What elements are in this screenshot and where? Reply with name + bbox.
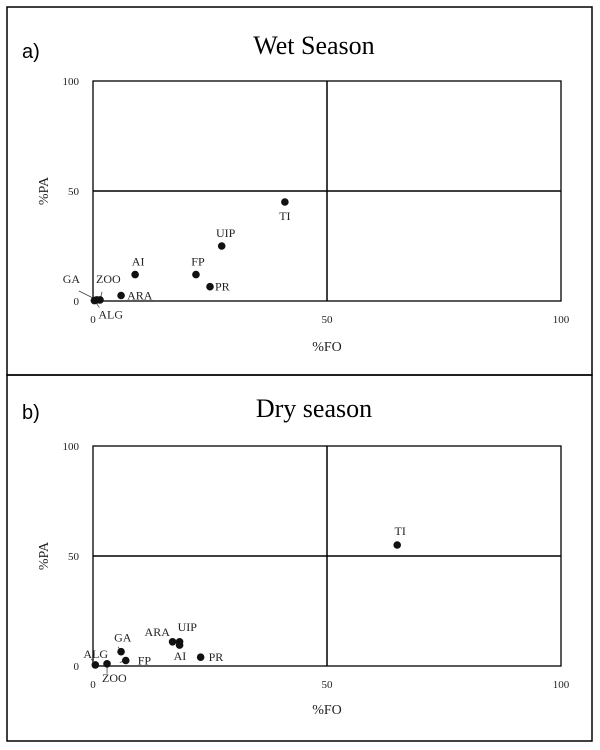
panel-b-letter: b) [22,402,40,424]
panel-b-point-pr [196,653,205,661]
panel-b-point-label-ti: TI [395,524,406,538]
panel-a-point-zoo [96,296,104,304]
panel-b-point-label-fp: FP [138,654,152,668]
panel-a-y-tick-0: 0 [74,296,80,308]
panel-a-x-axis-title: %FO [312,340,342,355]
panel-b-x-axis-title: %FO [312,703,342,718]
panel-a-point-fp [192,270,200,279]
panel-a-y-tick-100: 100 [63,76,80,88]
panel-b-x-tick-50: 50 [322,679,334,691]
panel-b-point-ara [168,638,177,646]
panel-a-x-tick-50: 50 [322,314,334,326]
panel-a-point-pr [206,282,214,291]
panel-b-x-tick-100: 100 [553,679,570,691]
panel-b-point-ga [117,647,125,656]
panel-a-letter: a) [22,41,40,63]
panel-b-point-label-ai: AI [174,649,187,663]
panel-a-points: TI UIP FP PR AI ARA GA ZOO ALG [63,198,291,322]
panel-b-y-tick-0: 0 [74,661,80,673]
panel-b-title: Dry season [256,394,372,423]
panel-a-x-tick-100: 100 [553,314,570,326]
panel-a-point-label-ga: GA [63,272,81,286]
panel-b-y-tick-100: 100 [63,441,80,453]
panel-a-point-ara [117,291,125,300]
panel-b: b) Dry season 0 50 100 0 50 100 %FO %PA … [6,374,593,742]
panel-b-point-label-uip: UIP [178,620,198,634]
panel-a: a) Wet Season 0 50 100 0 50 100 %FO %PA … [6,6,593,376]
panel-b-point-fp [121,656,130,665]
panel-b-point-label-zoo: ZOO [102,671,127,685]
panel-b-point-ti [393,541,402,549]
panel-a-point-label-pr: PR [215,280,230,294]
panel-b-point-ai [175,641,184,649]
panel-a-point-ti [281,198,289,206]
panel-a-point-ai [131,270,139,279]
panel-a-point-label-zoo: ZOO [96,272,121,286]
panel-b-x-tick-0: 0 [90,679,96,691]
panel-b-y-tick-50: 50 [68,551,80,563]
panel-a-point-label-ara: ARA [127,289,153,303]
panel-b-y-axis-title: %PA [37,541,52,570]
panel-b-point-alg [91,661,100,669]
panel-a-point-label-fp: FP [191,255,205,269]
panel-a-point-uip [217,242,226,250]
panel-a-point-label-ti: TI [279,209,290,223]
panel-a-y-tick-50: 50 [68,186,80,198]
panel-b-border [6,374,593,742]
panel-a-point-label-ai: AI [132,255,145,269]
panel-a-point-label-alg: ALG [98,308,123,322]
panel-a-point-label-uip: UIP [216,226,236,240]
panel-b-point-label-ara: ARA [145,625,171,639]
panel-b-point-label-alg: ALG [83,647,108,661]
panel-a-point-alg [90,296,99,305]
panel-b-point-label-pr: PR [209,650,224,664]
panel-b-point-label-ga: GA [114,631,132,645]
panel-a-title: Wet Season [253,31,374,60]
panel-b-point-zoo [103,660,111,668]
panel-a-x-tick-0: 0 [90,314,96,326]
panel-a-y-axis-title: %PA [37,176,52,205]
